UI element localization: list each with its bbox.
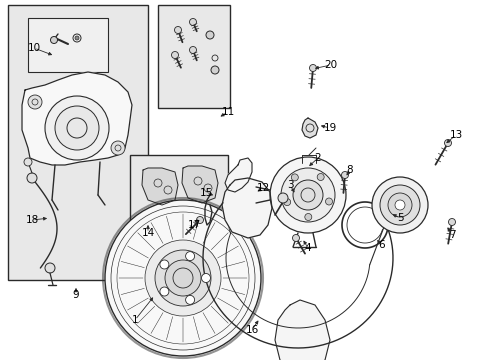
Circle shape (205, 31, 214, 39)
Circle shape (210, 66, 219, 74)
Text: 18: 18 (25, 215, 39, 225)
Circle shape (387, 193, 411, 217)
Text: 8: 8 (346, 165, 353, 175)
Circle shape (201, 274, 210, 283)
Polygon shape (222, 178, 271, 238)
Polygon shape (142, 168, 178, 205)
Circle shape (160, 287, 168, 296)
Circle shape (325, 198, 332, 205)
Text: 10: 10 (27, 43, 41, 53)
Circle shape (341, 171, 348, 179)
Text: 17: 17 (187, 220, 200, 230)
Text: 15: 15 (199, 188, 212, 198)
Circle shape (189, 18, 196, 26)
Bar (130, 155, 227, 228)
Bar (28, 18, 108, 72)
Text: 7: 7 (448, 230, 454, 240)
Circle shape (185, 252, 194, 261)
Circle shape (447, 219, 454, 225)
Text: 16: 16 (245, 325, 258, 335)
Circle shape (283, 199, 290, 206)
Text: 4: 4 (304, 243, 311, 253)
Text: 6: 6 (378, 240, 385, 250)
Circle shape (269, 157, 346, 233)
Circle shape (185, 295, 194, 304)
Text: 13: 13 (448, 130, 462, 140)
Circle shape (45, 96, 109, 160)
Bar (158, 5, 229, 108)
Circle shape (174, 27, 181, 33)
Circle shape (171, 51, 178, 58)
Circle shape (27, 173, 37, 183)
Circle shape (371, 177, 427, 233)
Text: 3: 3 (286, 180, 293, 190)
Circle shape (278, 193, 287, 203)
Text: 1: 1 (131, 315, 138, 325)
Circle shape (394, 200, 404, 210)
Circle shape (111, 141, 125, 155)
Circle shape (189, 46, 196, 54)
Circle shape (291, 174, 298, 181)
Circle shape (379, 185, 419, 225)
Circle shape (317, 174, 324, 180)
Circle shape (55, 106, 99, 150)
Text: 9: 9 (73, 290, 79, 300)
Polygon shape (302, 118, 317, 138)
Circle shape (281, 168, 334, 222)
Circle shape (155, 250, 210, 306)
Bar (8, 5, 148, 280)
Circle shape (196, 216, 203, 224)
Circle shape (24, 158, 32, 166)
Text: 2: 2 (314, 153, 321, 163)
Text: 12: 12 (256, 183, 269, 193)
Circle shape (105, 200, 261, 356)
Text: 14: 14 (141, 228, 154, 238)
Circle shape (75, 36, 79, 40)
Text: 20: 20 (324, 60, 337, 70)
Polygon shape (274, 300, 329, 360)
Text: 19: 19 (323, 123, 336, 133)
Polygon shape (22, 72, 132, 165)
Circle shape (309, 64, 316, 72)
Circle shape (444, 139, 450, 147)
Circle shape (45, 263, 55, 273)
Circle shape (304, 213, 311, 220)
Polygon shape (224, 158, 251, 192)
Circle shape (28, 95, 42, 109)
Polygon shape (182, 166, 218, 203)
Text: 11: 11 (221, 107, 234, 117)
Circle shape (160, 260, 168, 269)
Circle shape (292, 180, 323, 210)
Circle shape (145, 240, 221, 316)
Text: 5: 5 (396, 213, 403, 223)
Circle shape (292, 234, 299, 242)
Circle shape (164, 260, 201, 296)
Circle shape (50, 36, 58, 44)
